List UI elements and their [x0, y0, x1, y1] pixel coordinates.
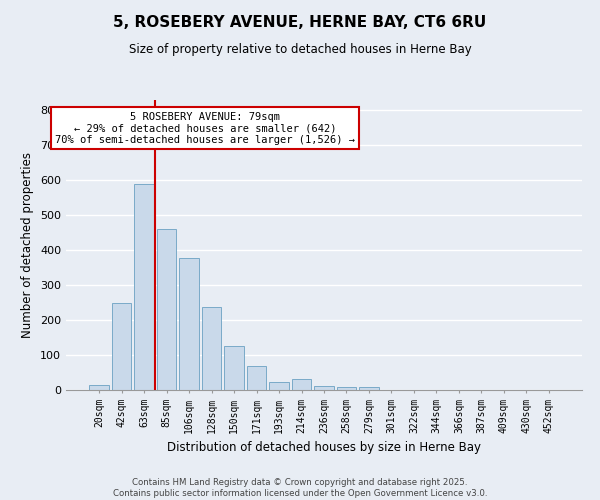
Bar	[224, 346, 244, 390]
Bar	[134, 184, 154, 390]
Bar	[89, 385, 109, 390]
Text: 5 ROSEBERY AVENUE: 79sqm
← 29% of detached houses are smaller (642)
70% of semi-: 5 ROSEBERY AVENUE: 79sqm ← 29% of detach…	[55, 112, 355, 145]
Bar	[112, 302, 131, 390]
Text: 5, ROSEBERY AVENUE, HERNE BAY, CT6 6RU: 5, ROSEBERY AVENUE, HERNE BAY, CT6 6RU	[113, 15, 487, 30]
Bar	[359, 386, 379, 390]
X-axis label: Distribution of detached houses by size in Herne Bay: Distribution of detached houses by size …	[167, 441, 481, 454]
Bar	[247, 366, 266, 390]
Bar	[337, 387, 356, 390]
Text: Contains HM Land Registry data © Crown copyright and database right 2025.
Contai: Contains HM Land Registry data © Crown c…	[113, 478, 487, 498]
Y-axis label: Number of detached properties: Number of detached properties	[22, 152, 34, 338]
Bar	[202, 307, 221, 390]
Text: Size of property relative to detached houses in Herne Bay: Size of property relative to detached ho…	[128, 42, 472, 56]
Bar	[292, 379, 311, 390]
Bar	[179, 258, 199, 390]
Bar	[269, 382, 289, 390]
Bar	[314, 386, 334, 390]
Bar	[157, 230, 176, 390]
